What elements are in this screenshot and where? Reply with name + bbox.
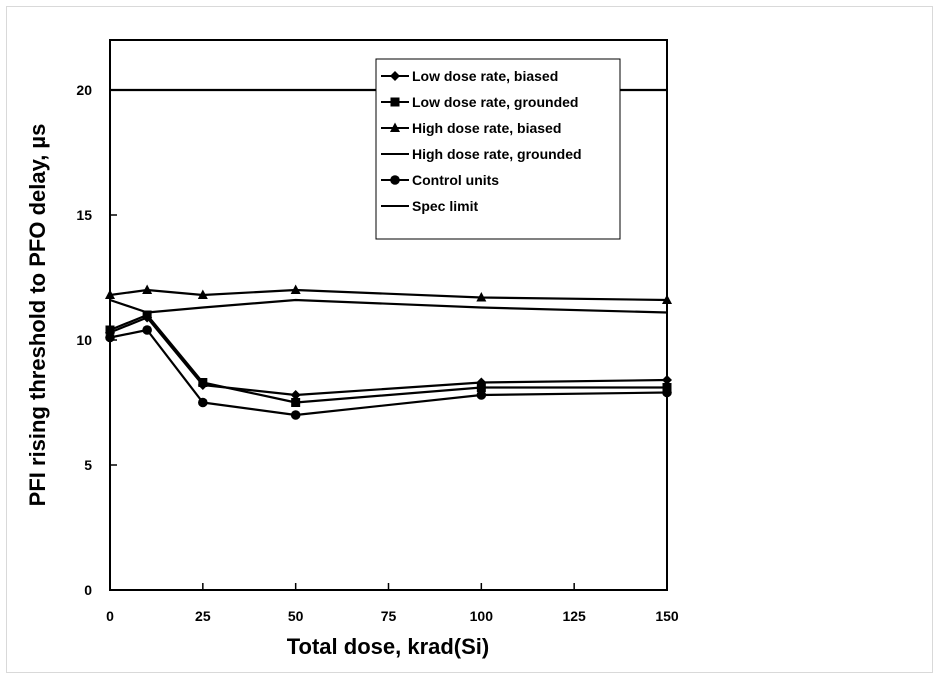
data-point <box>198 378 208 387</box>
series-control-units <box>105 325 672 420</box>
series-line <box>109 328 668 417</box>
legend-entry-low-dose-rate-biased: Low dose rate, biased <box>381 68 558 84</box>
legend-label: Low dose rate, grounded <box>412 94 578 110</box>
data-point <box>198 397 208 408</box>
data-point <box>290 284 301 294</box>
x-tick-label: 25 <box>195 608 211 624</box>
y-tick-label: 0 <box>84 582 92 598</box>
data-point <box>142 310 152 320</box>
y-axis-title: PFI rising threshold to PFO delay, µs <box>25 124 50 507</box>
series-line <box>109 298 668 314</box>
legend-label: Low dose rate, biased <box>412 68 558 84</box>
y-tick-label: 20 <box>76 82 92 98</box>
legend-label: Spec limit <box>412 198 478 214</box>
x-tick-label: 50 <box>288 608 304 624</box>
series-high-dose-rate-grounded <box>109 298 668 314</box>
legend-label: High dose rate, grounded <box>412 146 582 162</box>
series-line <box>109 316 668 397</box>
legend-label: High dose rate, biased <box>412 120 561 136</box>
data-point <box>142 325 152 335</box>
x-tick-label: 125 <box>562 608 586 624</box>
data-point <box>476 390 487 400</box>
data-point <box>197 289 208 299</box>
legend-entry-high-dose-rate-grounded: High dose rate, grounded <box>381 146 582 162</box>
x-tick-label: 100 <box>470 608 494 624</box>
x-tick-label: 0 <box>106 608 114 624</box>
x-tick-label: 75 <box>381 608 397 624</box>
data-point <box>290 390 301 400</box>
data-point <box>142 284 153 294</box>
data-point <box>290 410 301 420</box>
x-axis-title: Total dose, krad(Si) <box>287 634 490 659</box>
legend: Low dose rate, biased Low dose rate, grou… <box>375 58 621 240</box>
legend-box <box>375 58 621 240</box>
legend-entry-high-dose-rate-biased: High dose rate, biased <box>381 120 561 136</box>
y-tick-label: 10 <box>76 332 92 348</box>
data-point <box>476 292 487 302</box>
legend-entry-spec-limit: Spec limit <box>381 198 478 214</box>
plot-area <box>109 39 668 591</box>
legend-marker <box>390 71 400 81</box>
legend-label: Control units <box>412 172 499 188</box>
x-tick-label: 150 <box>655 608 679 624</box>
legend-marker <box>390 97 400 107</box>
data-point <box>291 398 301 407</box>
series-line <box>109 288 668 302</box>
legend-marker <box>390 122 400 132</box>
series-line <box>109 313 667 404</box>
legend-marker <box>390 175 400 185</box>
y-tick-label: 15 <box>76 207 92 223</box>
series-high-dose-rate-biased <box>105 284 672 304</box>
legend-entry-control-units: Control units <box>381 172 499 188</box>
legend-entry-low-dose-rate-grounded: Low dose rate, grounded <box>381 94 578 110</box>
y-tick-label: 5 <box>84 457 92 473</box>
data-point <box>476 383 486 392</box>
